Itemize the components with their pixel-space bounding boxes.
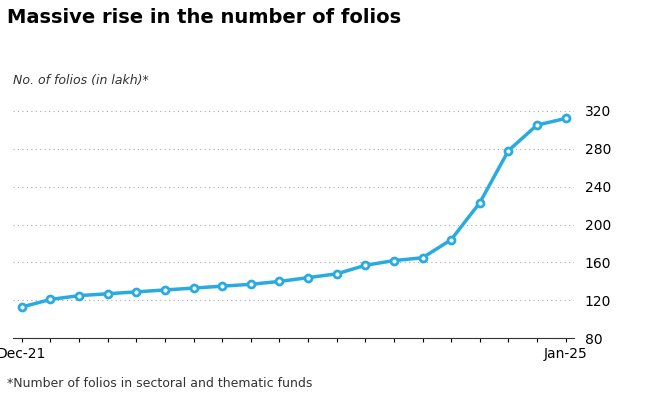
Text: *Number of folios in sectoral and thematic funds: *Number of folios in sectoral and themat… <box>7 377 312 390</box>
Text: No. of folios (in lakh)*: No. of folios (in lakh)* <box>13 74 149 87</box>
Text: Massive rise in the number of folios: Massive rise in the number of folios <box>7 8 401 27</box>
